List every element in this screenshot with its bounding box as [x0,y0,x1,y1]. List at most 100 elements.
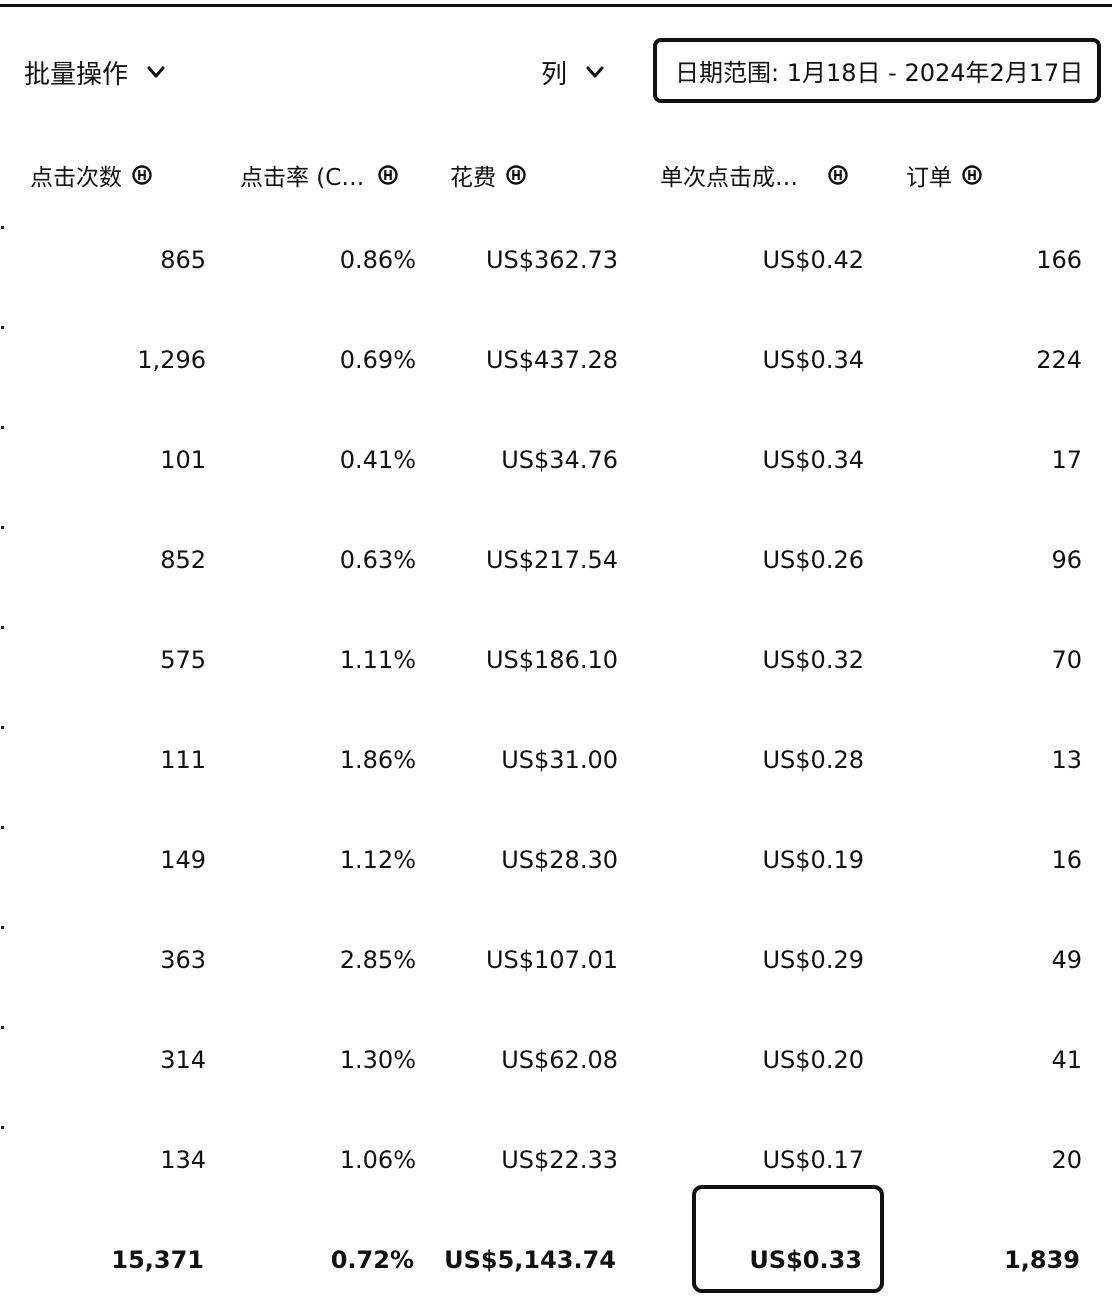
cell-ctr: 1.06% [339,1146,416,1174]
cell-spend: US$22.33 [501,1146,618,1174]
total-cpc-highlight-box [692,1185,884,1293]
cell-clicks: 134 [160,1146,206,1174]
top-divider [0,4,1112,7]
column-header-label: 点击次数 [30,165,122,191]
cell-clicks: 314 [160,1046,206,1074]
table-row[interactable]: 865 0.86% US$362.73 US$0.42 166 [0,210,1112,310]
cell-spend: US$28.30 [501,846,618,874]
cell-spend: US$31.00 [501,746,618,774]
table-header: 点击次数 点击率 (C… 花费 单次点击成… [0,155,1112,195]
cell-spend: US$62.08 [501,1046,618,1074]
cell-ctr: 1.12% [339,846,416,874]
cell-ctr: 0.63% [339,546,416,574]
cell-clicks: 575 [160,646,206,674]
column-header-label: 点击率 (C… [240,165,365,191]
cell-clicks: 1,296 [137,346,206,374]
cell-cpc: US$0.19 [762,846,864,874]
cell-orders: 17 [1051,446,1082,474]
columns-label: 列 [541,59,568,90]
cell-cpc: US$0.34 [762,446,864,474]
column-header-orders[interactable]: 订单 [906,155,982,195]
row-marker [1,526,4,529]
row-marker [1,226,4,229]
cell-cpc: US$0.29 [762,946,864,974]
column-header-ctr[interactable]: 点击率 (C… [240,155,399,195]
toolbar: 批量操作 列 日期范围: 1月18日 - 2024年2月17日 [0,36,1112,108]
cell-spend: US$437.28 [485,346,618,374]
row-marker [1,426,4,429]
date-range-picker[interactable]: 日期范围: 1月18日 - 2024年2月17日 [653,38,1101,103]
cell-ctr: 0.41% [339,446,416,474]
row-marker [1,826,4,829]
cell-orders: 70 [1051,646,1082,674]
column-header-clicks[interactable]: 点击次数 [30,155,152,195]
bulk-actions-label: 批量操作 [24,59,129,90]
cell-ctr: 2.85% [339,946,416,974]
chevron-down-icon [147,66,165,78]
cell-cpc: US$0.20 [762,1046,864,1074]
cell-clicks: 363 [160,946,206,974]
table-row[interactable]: 575 1.11% US$186.10 US$0.32 70 [0,610,1112,710]
table-row[interactable]: 134 1.06% US$22.33 US$0.17 20 [0,1110,1112,1210]
cell-spend: US$362.73 [485,246,618,274]
column-header-label: 单次点击成… [660,165,798,191]
table-row[interactable]: 852 0.63% US$217.54 US$0.26 96 [0,510,1112,610]
cell-orders: 20 [1051,1146,1082,1174]
info-icon[interactable] [506,165,526,185]
chevron-down-icon [586,66,604,78]
info-icon[interactable] [378,165,399,185]
total-orders: 1,839 [1004,1246,1080,1274]
row-marker [1,626,4,629]
cell-ctr: 1.30% [339,1046,416,1074]
column-header-label: 订单 [906,165,952,191]
date-range-label: 日期范围: 1月18日 - 2024年2月17日 [675,59,1084,87]
cell-orders: 41 [1051,1046,1082,1074]
cell-cpc: US$0.26 [762,546,864,574]
row-marker [1,926,4,929]
cell-clicks: 852 [160,546,206,574]
cell-orders: 13 [1051,746,1082,774]
row-marker [1,1026,4,1029]
column-header-cpc[interactable]: 单次点击成… [660,155,848,195]
cell-ctr: 1.86% [339,746,416,774]
table-row[interactable]: 111 1.86% US$31.00 US$0.28 13 [0,710,1112,810]
cell-orders: 49 [1051,946,1082,974]
column-header-spend[interactable]: 花费 [450,155,526,195]
cell-clicks: 101 [160,446,206,474]
cell-orders: 166 [1036,246,1082,274]
info-icon[interactable] [828,165,848,185]
table-row[interactable]: 101 0.41% US$34.76 US$0.34 17 [0,410,1112,510]
row-marker [1,1126,4,1129]
table-row[interactable]: 1,296 0.69% US$437.28 US$0.34 224 [0,310,1112,410]
table-body: 865 0.86% US$362.73 US$0.42 166 1,296 0.… [0,210,1112,1210]
cell-ctr: 1.11% [339,646,416,674]
cell-orders: 16 [1051,846,1082,874]
cell-spend: US$217.54 [485,546,618,574]
table-row[interactable]: 149 1.12% US$28.30 US$0.19 16 [0,810,1112,910]
total-ctr: 0.72% [330,1246,414,1274]
total-clicks: 15,371 [111,1246,204,1274]
total-cpc: US$0.33 [749,1246,862,1274]
bulk-actions-dropdown[interactable]: 批量操作 [24,54,166,90]
cell-spend: US$107.01 [485,946,618,974]
cell-spend: US$186.10 [485,646,618,674]
cell-cpc: US$0.17 [762,1146,864,1174]
cell-clicks: 149 [160,846,206,874]
column-header-label: 花费 [450,165,496,191]
info-icon[interactable] [962,165,982,185]
totals-row: 15,371 0.72% US$5,143.74 US$0.33 1,839 [0,1220,1112,1300]
table-row[interactable]: 363 2.85% US$107.01 US$0.29 49 [0,910,1112,1010]
row-marker [1,726,4,729]
cell-orders: 96 [1051,546,1082,574]
cell-clicks: 865 [160,246,206,274]
cell-orders: 224 [1036,346,1082,374]
cell-cpc: US$0.42 [762,246,864,274]
cell-cpc: US$0.28 [762,746,864,774]
info-icon[interactable] [132,165,152,185]
cell-ctr: 0.86% [339,246,416,274]
columns-dropdown[interactable]: 列 [541,54,605,90]
cell-clicks: 111 [160,746,206,774]
table-row[interactable]: 314 1.30% US$62.08 US$0.20 41 [0,1010,1112,1110]
cell-cpc: US$0.32 [762,646,864,674]
cell-ctr: 0.69% [339,346,416,374]
